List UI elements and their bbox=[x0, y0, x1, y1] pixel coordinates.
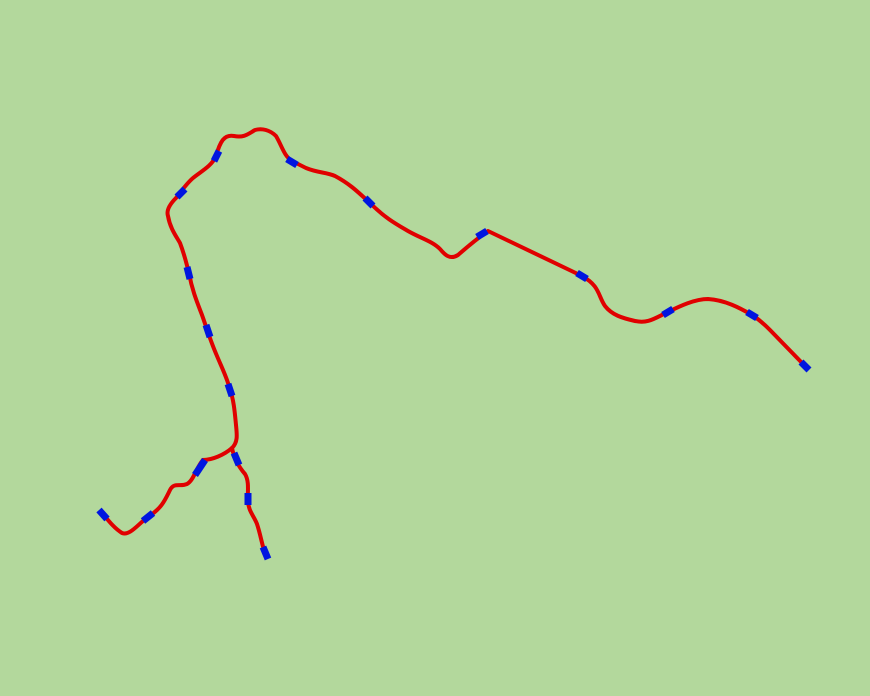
stop bbox=[140, 510, 156, 524]
stop bbox=[475, 227, 489, 241]
stops bbox=[96, 149, 812, 561]
stop bbox=[285, 155, 299, 169]
stop bbox=[202, 323, 214, 339]
stop bbox=[798, 359, 812, 373]
stop bbox=[174, 186, 188, 200]
stop bbox=[259, 545, 272, 561]
stop bbox=[575, 269, 589, 283]
stop bbox=[96, 507, 110, 522]
stop bbox=[661, 305, 675, 319]
stop bbox=[183, 266, 194, 280]
route-branch-west bbox=[101, 458, 205, 536]
stop bbox=[362, 195, 376, 209]
stop bbox=[230, 451, 243, 467]
stop bbox=[192, 458, 208, 477]
stop bbox=[745, 308, 759, 322]
stop bbox=[210, 149, 223, 163]
stop bbox=[224, 382, 236, 398]
